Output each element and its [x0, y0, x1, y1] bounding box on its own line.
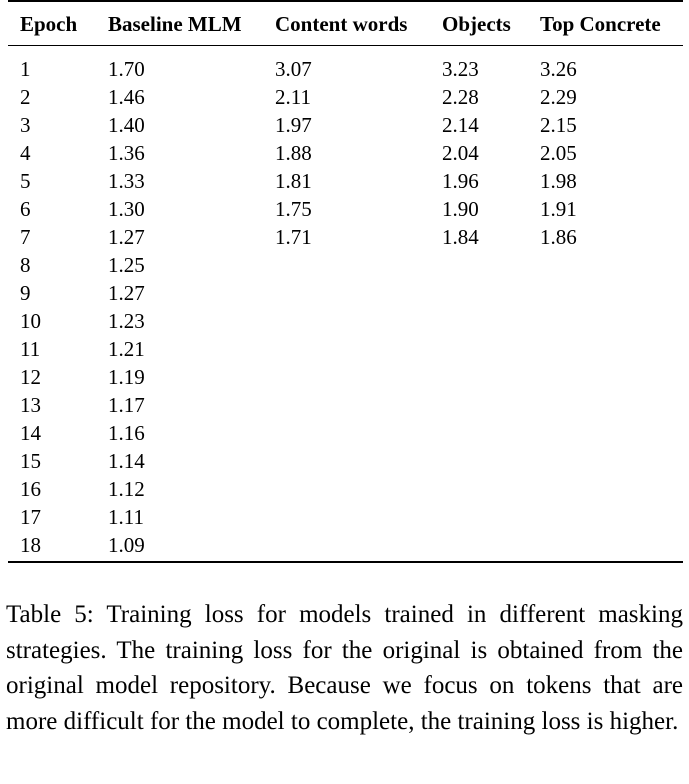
cell-objects: 2.04 [442, 141, 479, 165]
cell-epoch: 3 [20, 113, 31, 137]
cell-baseline-mlm: 1.27 [108, 225, 145, 249]
header-baseline-mlm: Baseline MLM [108, 12, 242, 36]
cell-epoch: 8 [20, 253, 31, 277]
cell-epoch: 4 [20, 141, 31, 165]
cell-epoch: 11 [20, 337, 41, 361]
cell-baseline-mlm: 1.09 [108, 533, 145, 557]
header-objects: Objects [442, 12, 511, 36]
cell-content-words: 1.81 [275, 169, 312, 193]
cell-epoch: 18 [20, 533, 41, 557]
cell-baseline-mlm: 1.14 [108, 449, 145, 473]
header-content-words: Content words [275, 12, 408, 36]
cell-content-words: 3.07 [275, 57, 312, 81]
cell-top-concrete: 1.91 [540, 197, 577, 221]
cell-baseline-mlm: 1.46 [108, 85, 145, 109]
cell-epoch: 1 [20, 57, 31, 81]
cell-top-concrete: 1.86 [540, 225, 577, 249]
cell-baseline-mlm: 1.36 [108, 141, 145, 165]
cell-epoch: 5 [20, 169, 31, 193]
cell-top-concrete: 2.05 [540, 141, 577, 165]
cell-content-words: 1.88 [275, 141, 312, 165]
table-bottom-rule [8, 561, 683, 563]
cell-baseline-mlm: 1.30 [108, 197, 145, 221]
cell-epoch: 10 [20, 309, 41, 333]
cell-top-concrete: 1.98 [540, 169, 577, 193]
header-top-concrete: Top Concrete [540, 12, 661, 36]
cell-epoch: 12 [20, 365, 41, 389]
cell-epoch: 7 [20, 225, 31, 249]
cell-baseline-mlm: 1.17 [108, 393, 145, 417]
cell-epoch: 14 [20, 421, 41, 445]
cell-epoch: 16 [20, 477, 41, 501]
cell-epoch: 15 [20, 449, 41, 473]
cell-epoch: 13 [20, 393, 41, 417]
cell-baseline-mlm: 1.33 [108, 169, 145, 193]
cell-baseline-mlm: 1.23 [108, 309, 145, 333]
header-epoch: Epoch [20, 12, 78, 36]
cell-objects: 1.96 [442, 169, 479, 193]
cell-epoch: 9 [20, 281, 31, 305]
cell-epoch: 2 [20, 85, 31, 109]
cell-baseline-mlm: 1.25 [108, 253, 145, 277]
cell-objects: 1.90 [442, 197, 479, 221]
cell-top-concrete: 3.26 [540, 57, 577, 81]
table-header-rule [8, 45, 683, 46]
cell-content-words: 1.71 [275, 225, 312, 249]
cell-objects: 1.84 [442, 225, 479, 249]
cell-baseline-mlm: 1.40 [108, 113, 145, 137]
table-top-rule [8, 0, 683, 2]
cell-baseline-mlm: 1.21 [108, 337, 145, 361]
cell-objects: 2.14 [442, 113, 479, 137]
cell-baseline-mlm: 1.12 [108, 477, 145, 501]
cell-content-words: 1.75 [275, 197, 312, 221]
cell-baseline-mlm: 1.11 [108, 505, 144, 529]
cell-objects: 2.28 [442, 85, 479, 109]
cell-baseline-mlm: 1.19 [108, 365, 145, 389]
cell-top-concrete: 2.15 [540, 113, 577, 137]
cell-epoch: 6 [20, 197, 31, 221]
cell-objects: 3.23 [442, 57, 479, 81]
cell-content-words: 2.11 [275, 85, 311, 109]
cell-baseline-mlm: 1.70 [108, 57, 145, 81]
cell-epoch: 17 [20, 505, 41, 529]
cell-content-words: 1.97 [275, 113, 312, 137]
cell-top-concrete: 2.29 [540, 85, 577, 109]
table-caption: Table 5: Training loss for models traine… [6, 601, 683, 735]
cell-baseline-mlm: 1.27 [108, 281, 145, 305]
cell-baseline-mlm: 1.16 [108, 421, 145, 445]
